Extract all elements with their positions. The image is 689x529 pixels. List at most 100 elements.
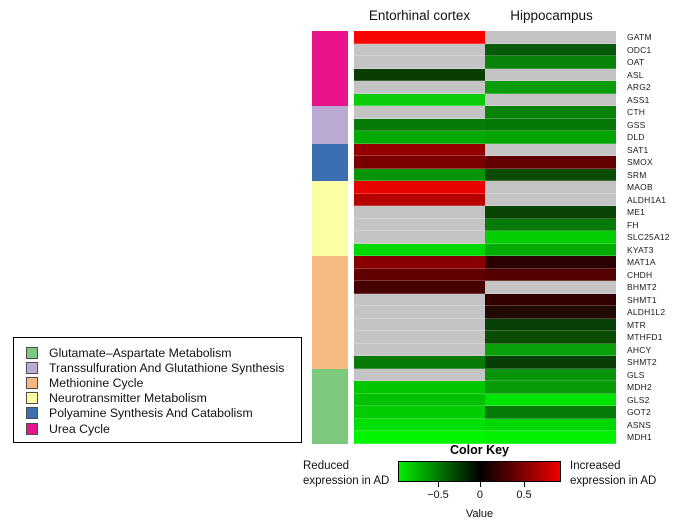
heatmap-cell: [485, 356, 616, 369]
heatmap-cell: [354, 131, 485, 144]
heatmap-cell: [354, 43, 485, 56]
gene-label: ARG2: [627, 82, 651, 92]
heatmap-row: [354, 281, 616, 294]
gene-label: GLS: [627, 369, 645, 380]
heatmap-cell: [485, 331, 616, 344]
pathway-category-sidebar: [312, 31, 348, 444]
gene-label: SAT1: [627, 144, 649, 155]
heatmap-row: [354, 231, 616, 244]
color-key-right-label-line2: expression in AD: [570, 475, 657, 487]
heatmap-row: [354, 331, 616, 344]
heatmap-cell: [485, 418, 616, 431]
heatmap-row: [354, 356, 616, 369]
sidebar-category-block: [312, 106, 348, 144]
heatmap-cell: [354, 356, 485, 369]
heatmap-cell: [354, 331, 485, 344]
heatmap-cell: [354, 256, 485, 269]
gene-label: MTHFD1: [627, 332, 663, 342]
heatmap-cell: [354, 293, 485, 306]
heatmap-row: [354, 181, 616, 194]
heatmap-row: [354, 43, 616, 56]
legend-label: Neurotransmitter Metabolism: [49, 391, 207, 406]
legend-item: Methionine Cycle: [26, 375, 301, 390]
gene-label: SLC25A12: [627, 232, 670, 242]
heatmap-row: [354, 193, 616, 206]
heatmap-cell: [485, 406, 616, 419]
heatmap-cell: [485, 231, 616, 244]
gene-label: SMOX: [627, 157, 653, 167]
heatmap-cell: [485, 218, 616, 231]
heatmap-cell: [354, 268, 485, 281]
heatmap-cell: [354, 218, 485, 231]
heatmap-cell: [354, 31, 485, 44]
heatmap-cell: [485, 343, 616, 356]
heatmap-cell: [354, 206, 485, 219]
gene-label: MDH1: [627, 432, 652, 442]
heatmap-cell: [354, 393, 485, 406]
heatmap-row: [354, 418, 616, 431]
heatmap-cell: [354, 418, 485, 431]
heatmap-cell: [354, 143, 485, 156]
heatmap-cell: [485, 143, 616, 156]
legend-item: Transsulfuration And Glutathione Synthes…: [26, 360, 301, 375]
column-header-hippocampus: Hippocampus: [510, 8, 593, 23]
heatmap-row: [354, 206, 616, 219]
heatmap-cell: [485, 431, 616, 444]
heatmap-row: [354, 318, 616, 331]
heatmap-cell: [485, 381, 616, 394]
heatmap-row: [354, 268, 616, 281]
heatmap-row: [354, 406, 616, 419]
heatmap-row: [354, 56, 616, 69]
heatmap-cell: [354, 81, 485, 94]
heatmap-cell: [485, 243, 616, 256]
heatmap-cell: [354, 343, 485, 356]
pathway-legend-box: Glutamate–Aspartate Metabolism Transsulfu…: [13, 337, 302, 443]
heatmap-cell: [485, 68, 616, 81]
gene-label: FH: [627, 219, 639, 230]
legend-label: Polyamine Synthesis And Catabolism: [49, 406, 253, 421]
gene-label: ASNS: [627, 419, 651, 430]
legend-item: Glutamate–Aspartate Metabolism: [26, 345, 301, 360]
heatmap-cell: [485, 256, 616, 269]
heatmap-cell: [354, 243, 485, 256]
heatmap-cell: [354, 231, 485, 244]
color-key-axis-label: Value: [465, 508, 494, 520]
heatmap-cell: [485, 281, 616, 294]
heatmap-row: [354, 131, 616, 144]
heatmap-row: [354, 143, 616, 156]
heatmap-row: [354, 156, 616, 169]
color-key-gradient-bar: [398, 461, 561, 482]
sidebar-category-block: [312, 368, 348, 444]
legend-item: Neurotransmitter Metabolism: [26, 391, 301, 406]
gene-label: BHMT2: [627, 282, 657, 292]
legend-label: Methionine Cycle: [49, 375, 144, 390]
heatmap-row: [354, 306, 616, 319]
heatmap-cell: [354, 406, 485, 419]
legend-item: Urea Cycle: [26, 421, 301, 436]
heatmap-row: [354, 168, 616, 181]
heatmap-cell: [485, 106, 616, 119]
heatmap-cell: [485, 131, 616, 144]
gene-label: CTH: [627, 107, 646, 117]
heatmap-row: [354, 256, 616, 269]
heatmap-cell: [354, 56, 485, 69]
legend-swatch: [26, 346, 38, 359]
column-header-entorhinal-cortex: Entorhinal cortex: [368, 8, 471, 23]
heatmap-cell: [354, 281, 485, 294]
heatmap-row: [354, 293, 616, 306]
gene-label: ASL: [627, 69, 644, 80]
gene-label: ALDH1L2: [627, 307, 666, 317]
color-key-tick-axis: −0.5 0 0.5: [398, 482, 561, 510]
heatmap-cell: [485, 206, 616, 219]
heatmap-row: [354, 381, 616, 394]
gene-label: GATM: [627, 32, 652, 42]
sidebar-category-block: [312, 143, 348, 181]
color-key-left-label-line1: Reduced: [303, 460, 350, 472]
heatmap-cell: [485, 168, 616, 181]
gene-label: CHDH: [627, 269, 653, 280]
heatmap-grid: [354, 31, 616, 444]
heatmap-row: [354, 431, 616, 444]
legend-swatch: [26, 361, 38, 374]
heatmap-cell: [485, 43, 616, 56]
